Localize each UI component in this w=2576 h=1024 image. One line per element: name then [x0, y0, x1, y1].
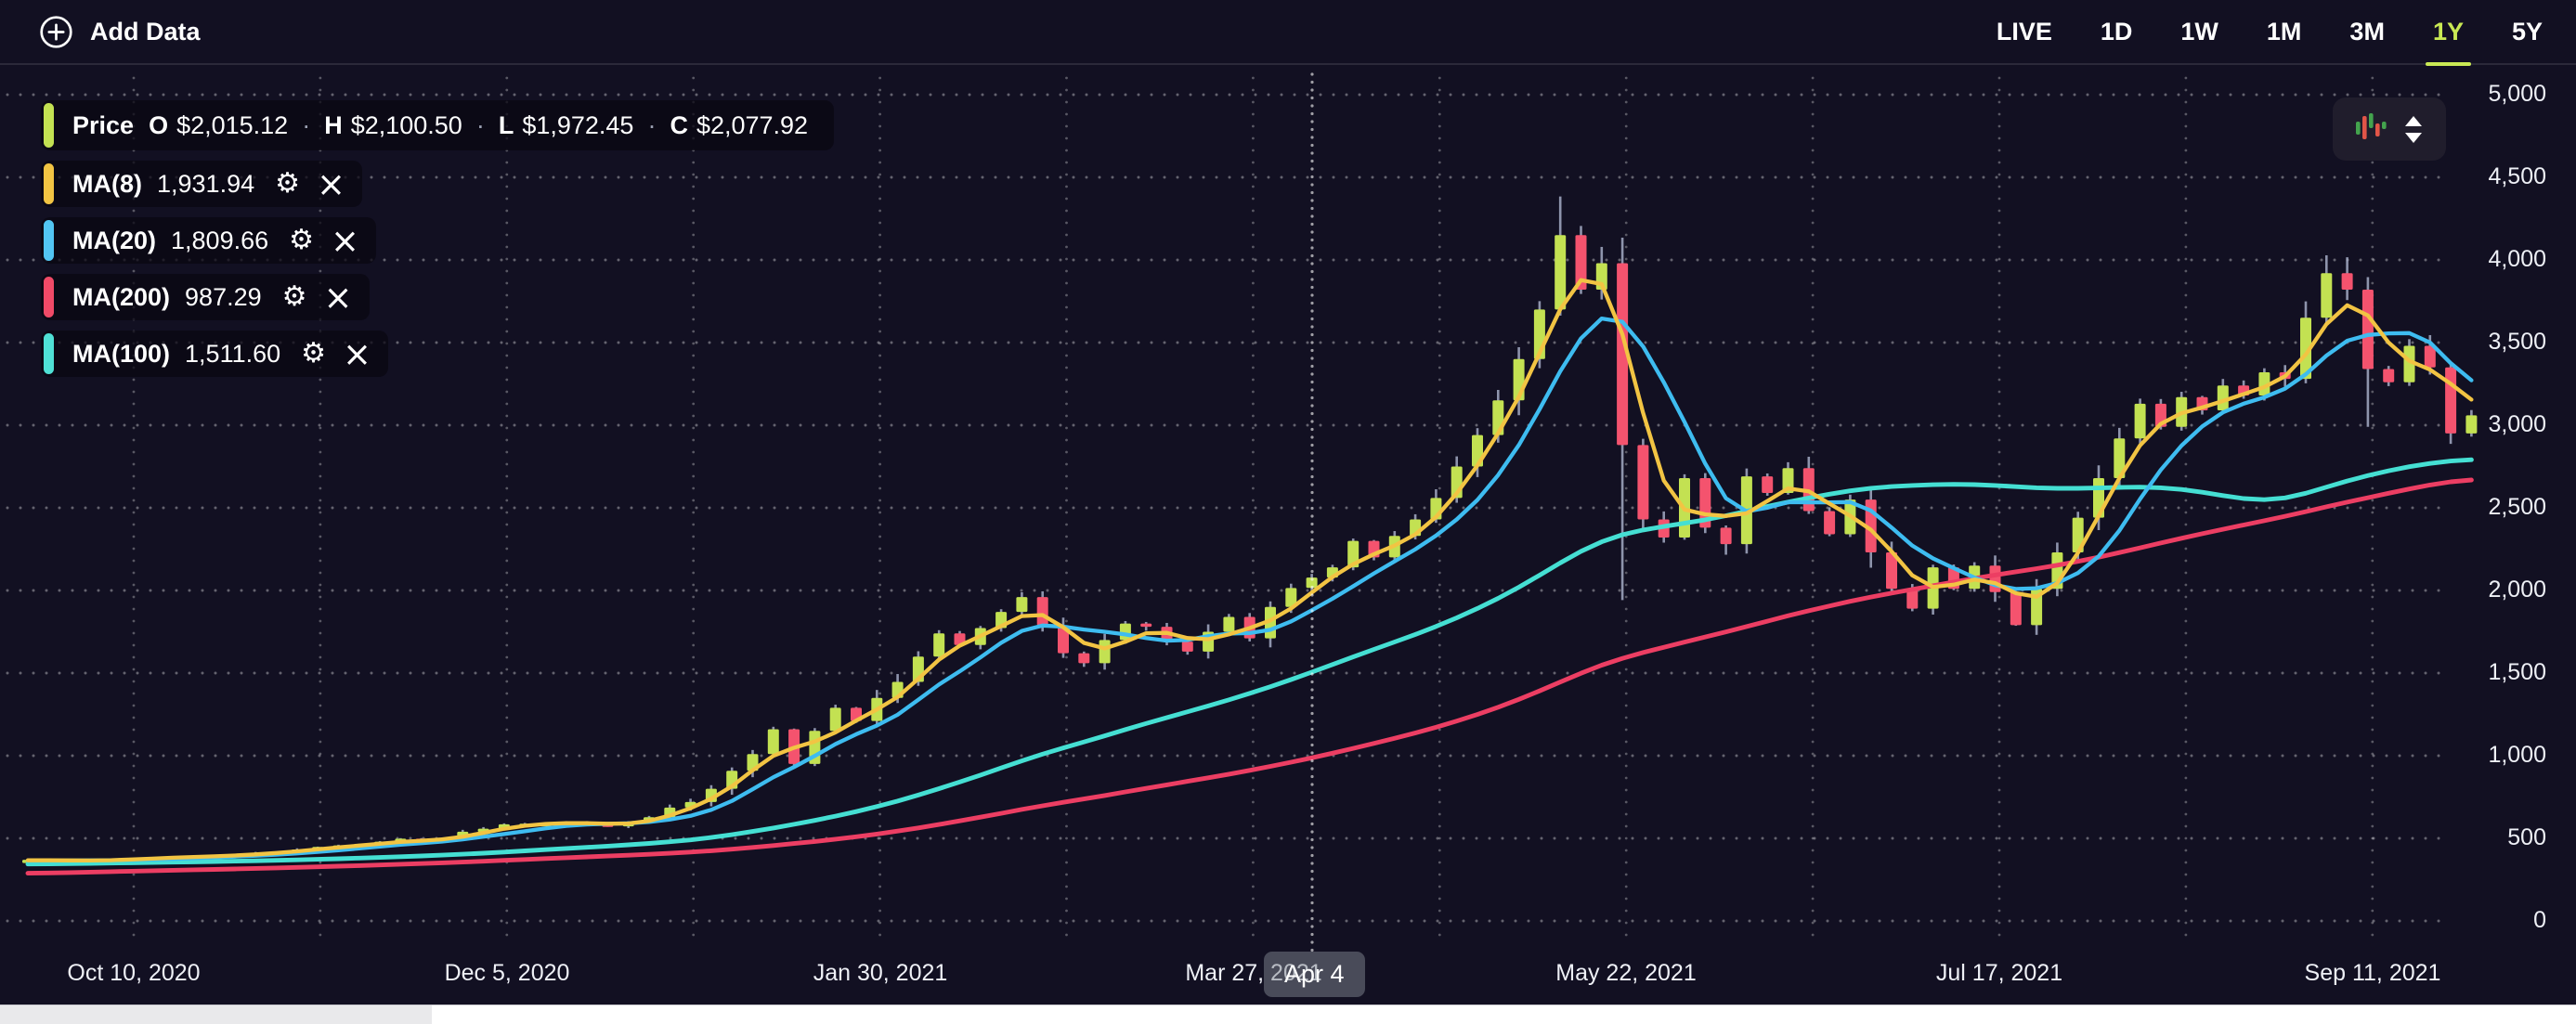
gear-icon[interactable]: ⚙ [301, 337, 327, 369]
indicator-value: 1,931.94 [157, 169, 255, 198]
ohlc-key: C [670, 110, 688, 139]
indicator-color-bar [44, 220, 54, 261]
ma-line-ma8 [25, 278, 2474, 863]
indicator-label: MA(8) [72, 169, 142, 198]
y-axis-label: 3,000 [2488, 411, 2546, 437]
date-tooltip: Apr 4 [1264, 952, 1365, 997]
y-axis-label: 3,500 [2488, 329, 2546, 355]
y-axis-label: 2,500 [2488, 494, 2546, 520]
ohlc-key: O [149, 110, 169, 139]
x-axis-label: May 22, 2021 [1555, 960, 1697, 986]
page-scrollbar-thumb[interactable] [0, 1005, 432, 1024]
y-axis-label: 1,500 [2488, 659, 2546, 685]
indicator-color-bar [44, 277, 54, 318]
indicator-value: 987.29 [185, 282, 262, 311]
indicator-label: MA(20) [72, 226, 157, 254]
close-icon[interactable]: × [317, 163, 346, 204]
page-scrollbar-track [0, 1005, 2576, 1024]
gear-icon[interactable]: ⚙ [281, 280, 307, 313]
timeframe-1d[interactable]: 1D [2099, 0, 2135, 66]
indicator-row-ma100: MA(100) 1,511.60 ⚙ × [41, 331, 389, 377]
x-axis-label: Jul 17, 2021 [1935, 960, 2063, 986]
x-axis-label: Oct 10, 2020 [67, 960, 201, 986]
indicator-rows: MA(8) 1,931.94 ⚙ × MA(20) 1,809.66 ⚙ × MA(200) 98… [41, 161, 389, 377]
ohlc-separator: · [302, 110, 311, 139]
x-axis-label: Sep 11, 2021 [2304, 960, 2441, 986]
gear-icon[interactable]: ⚙ [289, 224, 315, 256]
legend: Price O $2,015.12 · H $2,100.50 · L $1,972.45 · C… [41, 100, 835, 377]
ohlc-separator: · [475, 110, 485, 139]
y-axis-label: 4,000 [2488, 246, 2546, 272]
timeframe-5y[interactable]: 5Y [2510, 0, 2544, 66]
y-axis-label: 500 [2507, 824, 2546, 850]
y-axis-label: 2,000 [2488, 577, 2546, 603]
timeframe-1m[interactable]: 1M [2265, 0, 2304, 66]
indicator-color-bar [44, 333, 54, 374]
ohlc-values: O $2,015.12 · H $2,100.50 · L $1,972.45 · C $2,077… [149, 111, 808, 140]
x-axis-label: Dec 5, 2020 [444, 960, 570, 986]
price-label: Price [72, 110, 135, 139]
y-axis-label: 4,500 [2488, 163, 2546, 189]
add-data-button[interactable]: Add Data [39, 15, 201, 49]
add-data-label: Add Data [90, 17, 201, 45]
price-legend-row: Price O $2,015.12 · H $2,100.50 · L $1,972.45 · C… [41, 100, 835, 150]
indicator-label: MA(200) [72, 282, 171, 311]
indicator-row-ma200: MA(200) 987.29 ⚙ × [41, 274, 370, 320]
timeframe-live[interactable]: LIVE [1995, 0, 2054, 66]
indicator-row-ma8: MA(8) 1,931.94 ⚙ × [41, 161, 363, 207]
close-icon[interactable]: × [343, 333, 372, 374]
ohlc-value: $2,077.92 [696, 110, 809, 139]
timeframe-1y[interactable]: 1Y [2425, 0, 2472, 66]
close-icon[interactable]: × [331, 220, 360, 261]
y-axis-label: 0 [2533, 907, 2546, 933]
up-down-arrows-icon [2405, 115, 2422, 143]
ohlc-separator: · [647, 110, 657, 139]
ma-line-ma100 [25, 457, 2474, 867]
close-icon[interactable]: × [323, 277, 353, 318]
timeframe-selector: LIVE 1D 1W 1M 3M 1Y 5Y [1995, 0, 2544, 66]
header: Add Data LIVE 1D 1W 1M 3M 1Y 5Y [0, 0, 2576, 66]
timeframe-3m[interactable]: 3M [2348, 0, 2387, 66]
plus-circle-icon [40, 15, 72, 48]
indicator-row-ma20: MA(20) 1,809.66 ⚙ × [41, 217, 377, 264]
ohlc-value: $2,015.12 [176, 110, 289, 139]
candlestick-icon [2356, 113, 2387, 139]
price-color-bar [44, 103, 54, 148]
indicator-color-bar [44, 163, 54, 204]
ma-line-ma20 [25, 316, 2474, 863]
indicator-value: 1,511.60 [185, 339, 281, 368]
ma-line-ma200 [25, 477, 2474, 876]
ohlc-value: $2,100.50 [350, 110, 462, 139]
y-axis-label: 5,000 [2488, 81, 2546, 107]
ohlc-key: L [498, 110, 514, 139]
gear-icon[interactable]: ⚙ [275, 167, 301, 200]
ohlc-key: H [324, 110, 343, 139]
indicator-value: 1,809.66 [171, 226, 269, 254]
ohlc-value: $1,972.45 [522, 110, 634, 139]
x-axis-label: Jan 30, 2021 [813, 960, 948, 986]
indicator-label: MA(100) [72, 339, 171, 368]
chart-style-button[interactable] [2333, 97, 2446, 161]
timeframe-1w[interactable]: 1W [2179, 0, 2220, 66]
y-axis-label: 1,000 [2488, 742, 2546, 768]
